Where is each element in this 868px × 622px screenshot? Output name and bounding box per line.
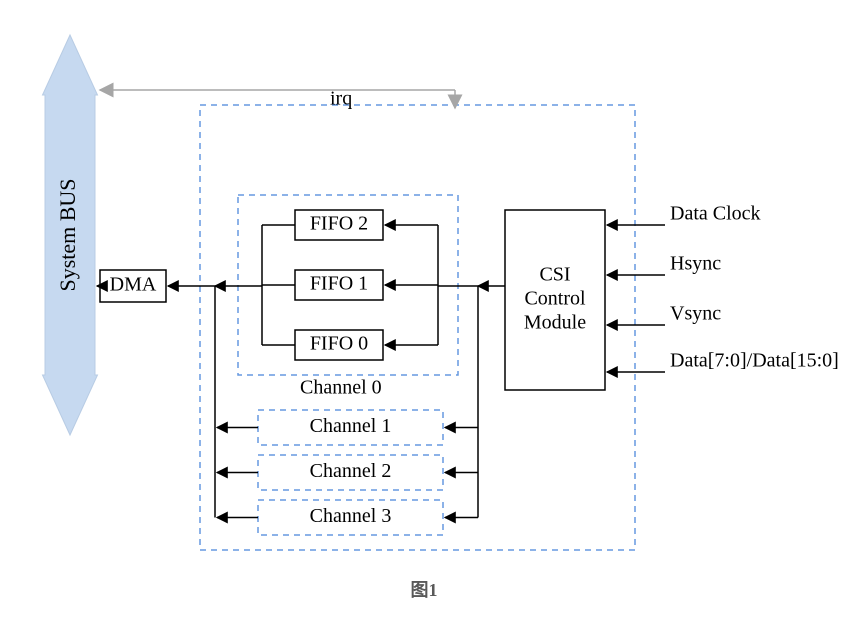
svg-text:FIFO 1: FIFO 1	[310, 273, 368, 295]
svg-text:Data Clock: Data Clock	[670, 203, 761, 225]
svg-text:Channel 3: Channel 3	[310, 505, 392, 527]
svg-text:Control: Control	[524, 288, 586, 310]
svg-text:DMA: DMA	[110, 274, 157, 296]
system-bus-label: System BUS	[55, 178, 80, 291]
svg-text:Hsync: Hsync	[670, 253, 721, 275]
svg-text:CSI: CSI	[539, 264, 570, 286]
svg-text:FIFO 2: FIFO 2	[310, 213, 368, 235]
svg-text:Vsync: Vsync	[670, 303, 721, 325]
svg-text:Channel 1: Channel 1	[310, 415, 392, 437]
svg-text:irq: irq	[330, 88, 352, 110]
svg-text:图1: 图1	[411, 580, 438, 600]
svg-text:Channel 2: Channel 2	[310, 460, 392, 482]
svg-text:Data[7:0]/Data[15:0]: Data[7:0]/Data[15:0]	[670, 350, 839, 372]
svg-text:FIFO 0: FIFO 0	[310, 333, 368, 355]
svg-text:Channel 0: Channel 0	[300, 377, 382, 399]
block-diagram: System BUS irq DMA Channel 0 FIFO 2 FIFO 1 FIF…	[0, 0, 868, 622]
svg-text:Module: Module	[524, 312, 586, 334]
